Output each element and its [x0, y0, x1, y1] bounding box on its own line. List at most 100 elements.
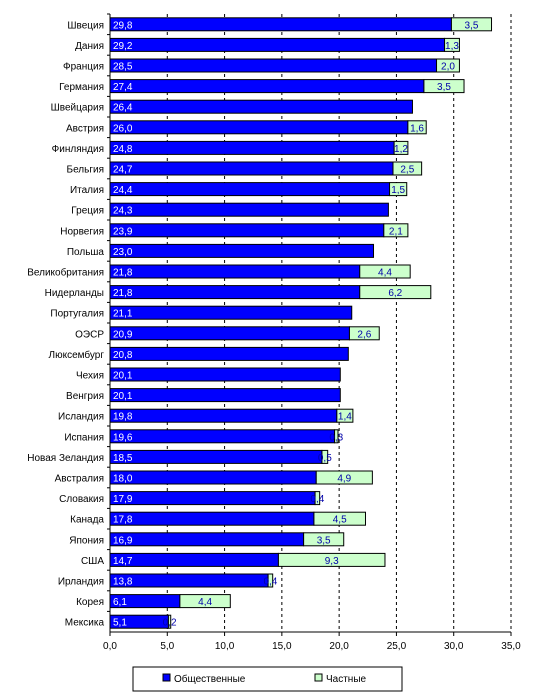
bar-label-public: 14,7: [113, 556, 133, 567]
bar-private: [450, 17, 493, 32]
category-label: Германия: [59, 82, 104, 93]
bar-private: [383, 223, 409, 238]
bar-public: [109, 470, 317, 485]
bar-private: [303, 532, 345, 547]
bar-label-public: 19,8: [113, 412, 133, 423]
bar-private: [393, 140, 409, 155]
bar-label-private: 0,4: [310, 494, 324, 505]
x-tick-label: 35,0: [501, 641, 521, 652]
bar-public: [109, 161, 394, 176]
bar-label-private: 1,6: [410, 123, 424, 134]
bar-private: [321, 449, 329, 464]
bar-label-public: 27,4: [113, 82, 133, 93]
legend: Общественные Частные: [132, 666, 403, 692]
bar-public: [109, 449, 323, 464]
category-label: Португалия: [50, 309, 104, 320]
bar-label-public: 20,9: [113, 329, 133, 340]
category-label: Испания: [64, 432, 104, 443]
bars: 29,8 3,5 29,2 1,3 28,5 2,0 27,4 3,5 26,4 26,0 1,6 2…: [109, 17, 493, 629]
bar-public: [109, 388, 341, 403]
bar-label-private: 0,4: [263, 577, 277, 588]
bar-public: [109, 79, 425, 94]
category-label: Словакия: [59, 494, 104, 505]
bar-public: [109, 305, 353, 320]
legend-swatch-private: [314, 673, 323, 682]
bar-label-public: 24,7: [113, 165, 133, 176]
bar-public: [109, 552, 279, 567]
category-label: ОЭСР: [75, 329, 104, 340]
legend-swatch-public: [162, 673, 171, 682]
bar-public: [109, 58, 438, 73]
category-label: США: [81, 556, 104, 567]
x-tick-label: 5,0: [160, 641, 174, 652]
bar-label-private: 4,5: [333, 515, 347, 526]
x-tick-label: 10,0: [215, 641, 235, 652]
bar-public: [109, 491, 316, 506]
bar-label-public: 23,0: [113, 247, 133, 258]
category-label: Венгрия: [66, 391, 104, 402]
bar-label-private: 2,1: [389, 226, 403, 237]
bar-private: [392, 161, 423, 176]
bar-label-public: 29,2: [113, 41, 133, 52]
bar-label-private: 9,3: [325, 556, 339, 567]
bar-public: [109, 37, 446, 52]
bar-label-private: 3,5: [317, 535, 331, 546]
bar-private: [423, 79, 465, 94]
bar-private: [314, 491, 321, 506]
bar-public: [109, 346, 349, 361]
bar-public: [109, 243, 375, 258]
category-label: Нидерланды: [45, 288, 104, 299]
bar-public: [109, 573, 269, 588]
bar-private: [348, 326, 380, 341]
category-labels: Швеция Дания Франция Германия Швейцария Австр…: [27, 20, 104, 628]
bar-label-private: 1,5: [391, 185, 405, 196]
category-label: Австрия: [66, 123, 104, 134]
bar-public: [109, 408, 338, 423]
category-label: Мексика: [65, 618, 105, 629]
bar-public: [109, 99, 413, 114]
legend-label-public: Общественные: [174, 673, 246, 685]
bar-public: [109, 285, 361, 300]
bar-label-public: 21,1: [113, 309, 133, 320]
bar-label-public: 29,8: [113, 20, 133, 31]
bar-label-public: 23,9: [113, 226, 133, 237]
bar-label-public: 26,0: [113, 123, 133, 134]
category-label: Канада: [70, 515, 104, 526]
category-label: Люксембург: [49, 349, 105, 361]
category-label: Польша: [67, 247, 105, 258]
bar-private: [179, 594, 231, 609]
x-tick-label: 15,0: [272, 641, 292, 652]
bar-label-private: 4,4: [378, 268, 392, 279]
bar-private: [359, 264, 411, 279]
bar-label-public: 17,8: [113, 515, 133, 526]
x-tick-label: 25,0: [387, 641, 407, 652]
bar-private: [336, 408, 354, 423]
bar-private: [334, 429, 339, 444]
bar-label-public: 20,1: [113, 371, 133, 382]
bar-label-private: 4,9: [337, 474, 351, 485]
gridlines: [166, 14, 512, 632]
bar-label-private: 1,3: [445, 41, 459, 52]
bar-label-public: 17,9: [113, 494, 133, 505]
bar-label-private: 2,0: [441, 62, 455, 73]
bar-label-public: 20,1: [113, 391, 133, 402]
bar-label-private: 6,2: [388, 288, 402, 299]
bar-label-private: 3,5: [437, 82, 451, 93]
bar-public: [109, 429, 336, 444]
category-label: Норвегия: [60, 226, 104, 237]
bar-label-public: 21,8: [113, 288, 133, 299]
bar-public: [109, 367, 341, 382]
bar-label-private: 0,5: [318, 453, 332, 464]
bar-private: [436, 58, 460, 73]
bar-label-private: 2,6: [357, 329, 371, 340]
category-label: Великобритания: [27, 267, 104, 279]
bar-label-public: 28,5: [113, 62, 133, 73]
category-label: Корея: [76, 597, 104, 608]
bar-private: [359, 285, 432, 300]
bar-private: [277, 552, 386, 567]
bar-label-public: 16,9: [113, 535, 133, 546]
bar-private: [407, 120, 427, 135]
bar-label-public: 20,8: [113, 350, 133, 361]
bar-public: [109, 264, 361, 279]
